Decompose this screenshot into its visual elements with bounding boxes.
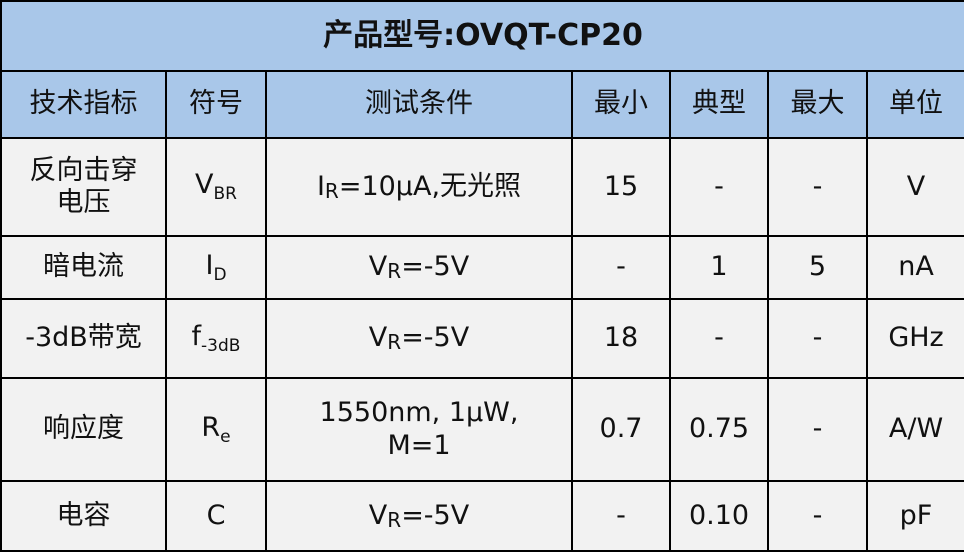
name-cell: 电容	[0, 480, 167, 552]
data-row: -3dB带宽 f-3dB VR=-5V 18- - GHz	[0, 298, 964, 379]
data-row: 暗电流 ID VR=-5V -1 5 nA	[0, 235, 964, 300]
condition-cell: 1550nm, 1μW, M=1	[265, 377, 573, 482]
data-row: 反向击穿 电压 VBR IR=10μA,无光照 15- - V	[0, 137, 964, 237]
symbol-text: C	[206, 499, 226, 531]
name-cell: 暗电流	[0, 235, 167, 300]
condition-cell: VR=-5V	[265, 298, 573, 379]
condition-text: V	[368, 499, 388, 531]
unit-cell: V	[865, 137, 964, 237]
typ-cell: 0.10	[669, 480, 769, 552]
symbol-text: I	[205, 249, 214, 281]
condition-text: V	[368, 322, 388, 354]
typ-cell: -	[669, 137, 769, 237]
name-cell: -3dB带宽	[0, 298, 167, 379]
condition-text: 1550nm, 1μW,	[319, 397, 519, 429]
unit-cell: nA	[865, 235, 964, 300]
title-row: 产品型号:OVQT-CP20	[0, 0, 964, 72]
symbol-text: R	[201, 411, 221, 443]
condition-subscript: R	[324, 178, 339, 203]
title: 产品型号:OVQT-CP20	[0, 0, 964, 72]
symbol-cell: Re	[165, 377, 267, 482]
name-text: 电容	[56, 499, 111, 531]
condition-cell: VR=-5V	[265, 480, 573, 552]
header-cell: 技术指标	[0, 70, 167, 139]
symbol-text: f	[191, 320, 202, 352]
symbol-cell: VBR	[165, 137, 267, 237]
min-cell: 0.7	[571, 377, 671, 482]
name-cell: 响应度	[0, 377, 167, 482]
condition-text: I	[316, 170, 325, 202]
symbol-cell: ID	[165, 235, 267, 300]
condition-subscript: R	[387, 507, 402, 532]
symbol-text: V	[195, 169, 214, 201]
name-text: -3dB带宽	[25, 322, 142, 354]
condition-subscript: R	[387, 259, 402, 284]
condition-subscript: R	[387, 330, 402, 355]
name-text: 电压	[56, 187, 111, 218]
symbol-cell: f-3dB	[165, 298, 267, 379]
header-cell: 单位	[865, 70, 964, 139]
max-cell: -	[767, 137, 868, 237]
symbol-subscript: e	[220, 426, 231, 447]
name-text: 反向击穿	[29, 154, 138, 186]
symbol-cell: C	[165, 480, 267, 552]
max-cell: -	[767, 298, 868, 379]
symbol-subscript: D	[213, 264, 227, 285]
typ-cell: -	[669, 298, 769, 379]
symbol-subscript: -3dB	[201, 335, 241, 356]
min-cell: -	[571, 480, 671, 552]
condition-cell: VR=-5V	[265, 235, 573, 300]
min-cell: 15	[571, 137, 671, 237]
unit-cell: GHz	[865, 298, 964, 379]
data-row: 响应度 Re 1550nm, 1μW, M=1 0.7 0.75- A/W	[0, 377, 964, 482]
header-cell: 典型	[669, 70, 769, 139]
unit-cell: A/W	[865, 377, 964, 482]
condition-text: V	[368, 251, 388, 283]
header-cell: 最小	[571, 70, 671, 139]
header-cell: 符号	[165, 70, 267, 139]
name-text: 暗电流	[43, 251, 124, 283]
condition-text: =-5V	[401, 251, 470, 283]
max-cell: -	[767, 377, 868, 482]
condition-text: =10μA,无光照	[338, 170, 522, 202]
condition-text: =-5V	[401, 499, 470, 531]
condition-cell: IR=10μA,无光照	[265, 137, 573, 237]
name-cell: 反向击穿 电压	[0, 137, 167, 237]
data-row: 电容 C VR=-5V -0.10- pF	[0, 480, 964, 552]
max-cell: -	[767, 480, 868, 552]
condition-text: =-5V	[401, 322, 470, 354]
name-text: 响应度	[43, 413, 124, 445]
header-cell: 最大	[767, 70, 868, 139]
min-cell: 18	[571, 298, 671, 379]
typ-cell: 1	[669, 235, 769, 300]
header-cell: 测试条件	[265, 70, 573, 139]
unit-cell: pF	[865, 480, 964, 552]
min-cell: -	[571, 235, 671, 300]
typ-cell: 0.75	[669, 377, 769, 482]
condition-text: M=1	[387, 429, 451, 461]
header-row: 技术指标 符号 测试条件 最小 典型 最大 单位	[0, 70, 964, 139]
symbol-subscript: BR	[213, 184, 237, 205]
max-cell: 5	[767, 235, 868, 300]
